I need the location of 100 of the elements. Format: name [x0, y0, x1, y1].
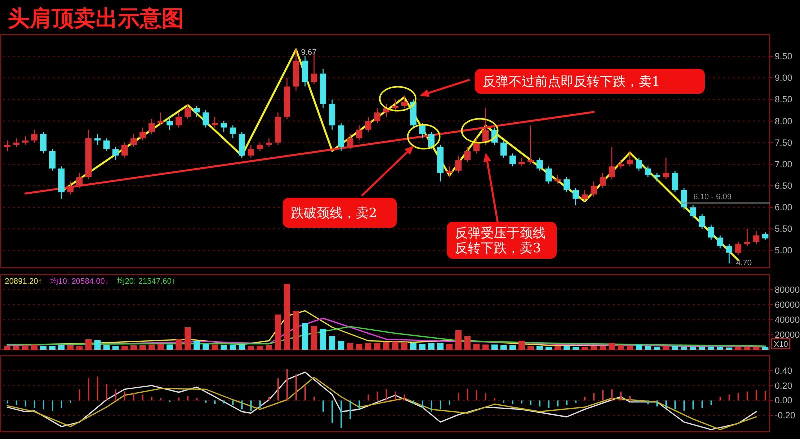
bar [456, 330, 462, 350]
bar [492, 344, 498, 350]
y-tick-label: 6.00 [775, 202, 793, 213]
bar [510, 346, 516, 350]
bar [40, 346, 47, 350]
bar [753, 347, 760, 350]
bar [663, 346, 670, 350]
candlestick [347, 134, 354, 150]
candlestick [600, 172, 606, 189]
bar [166, 344, 174, 350]
y-tick-label: 0.40 [775, 366, 793, 376]
bar [762, 347, 769, 350]
annotation: 9.67 [301, 48, 318, 58]
text: 均10: 20584.00↓ [49, 277, 110, 286]
candlestick [112, 146, 119, 161]
candlestick [564, 176, 570, 193]
candlestick [528, 125, 534, 165]
candlestick [68, 181, 74, 196]
bar [446, 344, 453, 350]
candlestick [419, 122, 426, 140]
y-tick-label: 0.00 [775, 396, 793, 406]
candlestick [744, 228, 751, 247]
bar [618, 346, 624, 350]
candlestick [708, 224, 715, 240]
bar [518, 341, 526, 350]
candlestick [31, 129, 38, 144]
bar [122, 346, 128, 350]
bar [76, 346, 83, 350]
candlestick [338, 122, 345, 152]
candlestick [220, 120, 228, 133]
y-tick-label: 7.50 [775, 138, 793, 148]
bar [464, 336, 471, 350]
bar [374, 343, 381, 350]
bar [176, 340, 182, 350]
candlestick [590, 181, 598, 198]
candlestick [663, 157, 670, 180]
bar [104, 346, 110, 350]
bar [184, 328, 192, 350]
bar [626, 346, 634, 350]
bar [401, 342, 408, 350]
annotation: 跌破颈线，卖2 [291, 206, 378, 222]
candlestick [681, 188, 688, 210]
y-tick-label: 8.50 [775, 94, 793, 105]
ref-line-label: 6.10 - 6.09 [694, 192, 732, 202]
bar [86, 340, 92, 350]
candlestick [510, 153, 516, 168]
y-tick-label: 7.00 [775, 159, 793, 170]
candlestick [500, 140, 507, 158]
candlestick [636, 157, 642, 172]
bar [636, 344, 642, 350]
bar [744, 347, 751, 350]
bar [148, 344, 156, 350]
candlestick [456, 155, 462, 174]
bar [212, 344, 218, 350]
candlestick [148, 118, 156, 135]
bar [311, 326, 318, 350]
bar [130, 346, 137, 350]
candlestick [582, 190, 588, 202]
y-tick-label: 0.20 [775, 380, 793, 391]
bar [284, 284, 290, 350]
candlestick [374, 108, 381, 124]
candlestick [735, 242, 742, 256]
bar [419, 344, 426, 350]
bar [356, 344, 363, 350]
text: 均20: 21547.60↑ [116, 277, 176, 286]
candlestick [356, 125, 363, 142]
candlestick [248, 144, 254, 158]
candlestick [76, 172, 83, 189]
candlestick [474, 138, 480, 154]
y-tick-label: 9.50 [775, 52, 793, 62]
candlestick [546, 166, 552, 184]
bar [546, 347, 552, 350]
y-tick-label: 5.50 [775, 224, 793, 234]
y-tick-label: 5.00 [775, 246, 793, 256]
bar [699, 347, 706, 350]
bar [58, 346, 65, 350]
candlestick [726, 244, 733, 264]
bar [654, 347, 660, 350]
bar [690, 347, 696, 350]
candlestick [202, 110, 210, 128]
candlestick [94, 134, 101, 146]
text: 20891.20↑ [5, 277, 42, 286]
candlestick [753, 230, 760, 245]
bar [572, 347, 580, 350]
bar [22, 346, 29, 350]
bar [112, 346, 119, 350]
candlestick [365, 116, 372, 133]
bar [500, 346, 507, 350]
candlestick [626, 151, 634, 168]
candlestick [329, 99, 336, 130]
candlestick [140, 127, 146, 142]
candlestick [717, 235, 724, 250]
bar [320, 329, 326, 350]
bar [257, 346, 264, 350]
bar [528, 346, 534, 350]
annotation: 反弹受压于颈线反转下跌，卖3 [455, 226, 546, 256]
candlestick [49, 148, 56, 172]
bar [49, 346, 56, 350]
candlestick [392, 99, 399, 114]
candlestick [572, 188, 580, 206]
